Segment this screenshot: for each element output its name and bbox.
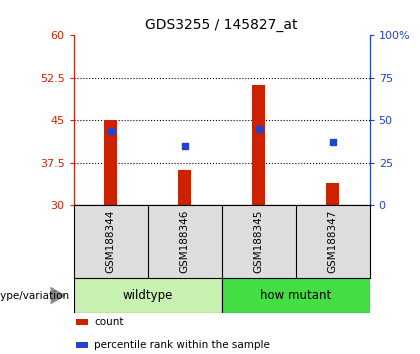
Bar — [178, 170, 191, 205]
Bar — [326, 183, 339, 205]
Bar — [74, 278, 222, 313]
Title: GDS3255 / 145827_at: GDS3255 / 145827_at — [145, 18, 298, 32]
Bar — [222, 278, 370, 313]
Text: count: count — [94, 317, 124, 327]
Text: wildtype: wildtype — [122, 289, 173, 302]
Text: percentile rank within the sample: percentile rank within the sample — [94, 340, 270, 350]
Point — [255, 126, 262, 132]
Bar — [76, 319, 88, 325]
Polygon shape — [51, 287, 66, 304]
Point — [181, 143, 188, 149]
Bar — [104, 120, 117, 205]
Text: GSM188346: GSM188346 — [179, 210, 189, 273]
Text: GSM188347: GSM188347 — [328, 210, 338, 273]
Point — [107, 128, 114, 133]
Bar — [252, 85, 265, 205]
Point — [329, 139, 336, 145]
Text: how mutant: how mutant — [260, 289, 331, 302]
Text: GSM188344: GSM188344 — [105, 210, 116, 273]
Bar — [76, 342, 88, 348]
Text: GSM188345: GSM188345 — [254, 210, 264, 273]
Text: genotype/variation: genotype/variation — [0, 291, 69, 301]
